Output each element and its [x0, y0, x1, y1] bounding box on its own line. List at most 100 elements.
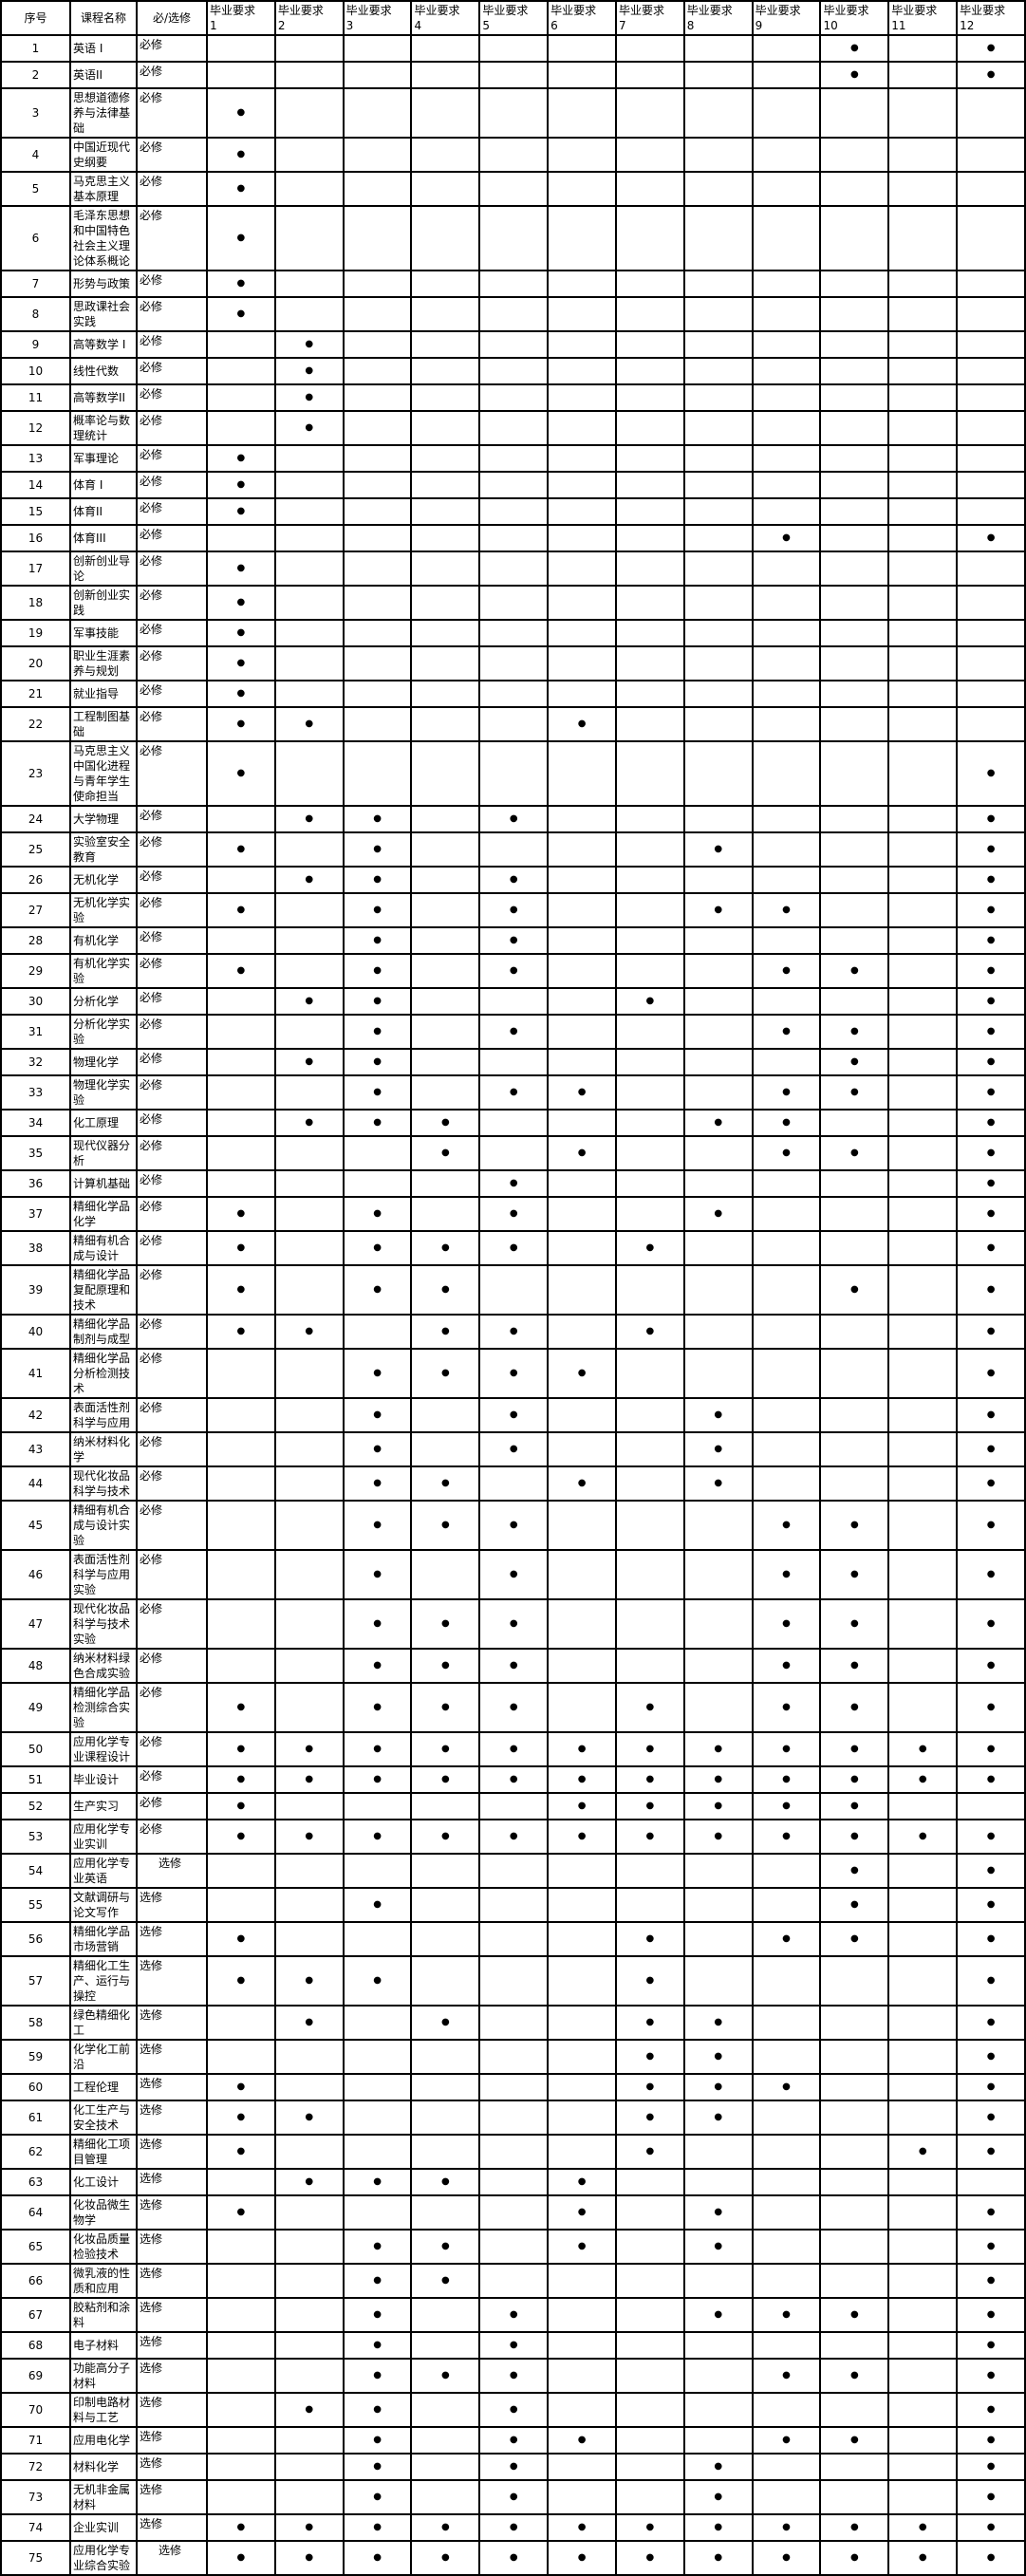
course-type-cell: 必修 — [136, 1598, 208, 1650]
requirement-cell: ● — [751, 1598, 822, 1650]
mapping-dot: ● — [986, 2435, 996, 2445]
requirement-cell: ● — [478, 1765, 550, 1794]
requirement-cell — [478, 680, 550, 708]
mapping-dot: ● — [645, 1744, 655, 1754]
course-type-cell: 选修 — [136, 2453, 208, 2481]
table-row: 3 思想道德修养与法律基础 必修 ● — [0, 87, 1026, 139]
table-row: 20 职业生涯素养与规划 必修 ● — [0, 645, 1026, 681]
mapping-dot: ● — [986, 1284, 996, 1295]
requirement-cell: ● — [751, 2358, 822, 2394]
requirement-cell — [342, 1135, 413, 1171]
course-name-cell: 化工生产与安全技术 — [69, 2100, 138, 2136]
requirement-cell — [682, 87, 754, 139]
requirement-cell — [819, 357, 890, 385]
requirement-cell: ● — [478, 2513, 550, 2542]
course-name-cell: 化工设计 — [69, 2168, 138, 2196]
requirement-cell: ● — [751, 2513, 822, 2542]
requirement-cell — [682, 926, 754, 955]
requirement-cell: ● — [547, 1074, 617, 1111]
course-type-cell: 选修 — [136, 2331, 208, 2360]
requirement-cell: ● — [342, 2358, 413, 2394]
requirement-cell — [547, 2134, 617, 2170]
requirement-cell — [614, 1598, 685, 1650]
requirement-cell — [751, 585, 822, 621]
mapping-dot: ● — [305, 2176, 314, 2187]
requirement-cell — [206, 34, 276, 63]
mapping-dot: ● — [645, 1831, 655, 1841]
mapping-dot: ● — [986, 1933, 996, 1944]
requirement-cell — [614, 1397, 685, 1433]
requirement-cell — [682, 1169, 754, 1198]
requirement-cell — [273, 61, 345, 89]
course-name-cell: 体育II — [69, 497, 138, 526]
mapping-dot: ● — [714, 2492, 723, 2502]
requirement-cell: ● — [206, 1765, 276, 1794]
course-type-cell: 选修 — [136, 2513, 208, 2542]
requirement-cell — [614, 270, 685, 298]
requirement-cell: ● — [342, 1955, 413, 2007]
requirement-cell: ● — [478, 1731, 550, 1767]
requirement-cell: ● — [410, 2358, 481, 2394]
requirement-cell: ● — [478, 2358, 550, 2394]
requirement-cell: ● — [956, 1549, 1026, 1600]
table-row: 49 精细化学品检测综合实验 必修 ● ● ● ● ● ● ● ● — [0, 1682, 1026, 1733]
course-name-cell: 有机化学实验 — [69, 953, 138, 989]
course-name-cell: 工程制图基础 — [69, 706, 138, 742]
course-name-cell: 创新创业实践 — [69, 585, 138, 621]
requirement-cell — [614, 87, 685, 139]
requirement-cell: ● — [342, 1549, 413, 1600]
requirement-cell — [887, 1074, 959, 1111]
requirement-cell: ● — [956, 953, 1026, 989]
requirement-cell: ● — [614, 1731, 685, 1767]
mapping-dot: ● — [782, 1117, 791, 1128]
requirement-cell: ● — [410, 1230, 481, 1266]
course-name-cell: 体育 I — [69, 471, 138, 499]
requirement-cell — [614, 2426, 685, 2455]
mapping-dot: ● — [986, 2146, 996, 2156]
requirement-cell: ● — [751, 953, 822, 989]
course-name-cell: 精细化学品检测综合实验 — [69, 1682, 138, 1733]
mapping-dot: ● — [986, 1242, 996, 1253]
requirement-cell — [273, 524, 345, 552]
table-row: 53 应用化学专业实训 必修 ● ● ● ● ● ● ● ● ● ● ● ● — [0, 1819, 1026, 1855]
requirement-cell — [819, 2134, 890, 2170]
mapping-dot: ● — [509, 935, 518, 945]
requirement-cell — [342, 2100, 413, 2136]
requirement-cell: ● — [682, 2479, 754, 2515]
requirement-cell: ● — [819, 1887, 890, 1923]
requirement-cell: ● — [956, 1731, 1026, 1767]
mapping-dot: ● — [850, 43, 859, 53]
mapping-dot: ● — [236, 278, 246, 289]
requirement-cell — [887, 2331, 959, 2360]
requirement-cell: ● — [273, 2392, 345, 2428]
requirement-cell — [956, 497, 1026, 526]
requirement-cell — [478, 831, 550, 868]
requirement-cell — [410, 497, 481, 526]
mapping-dot: ● — [782, 965, 791, 976]
mapping-dot: ● — [441, 1148, 450, 1158]
requirement-cell — [273, 1682, 345, 1733]
requirement-cell: ● — [614, 987, 685, 1016]
mapping-dot: ● — [305, 996, 314, 1006]
requirement-cell: ● — [273, 1819, 345, 1855]
requirement-cell — [547, 619, 617, 647]
mapping-dot: ● — [645, 2522, 655, 2532]
requirement-cell: ● — [956, 1074, 1026, 1111]
requirement-cell — [956, 330, 1026, 359]
requirement-cell: ● — [614, 2134, 685, 2170]
mapping-dot: ● — [714, 2522, 723, 2532]
requirement-cell: ● — [410, 1682, 481, 1733]
requirement-cell — [614, 585, 685, 621]
requirement-cell — [682, 205, 754, 271]
requirement-cell — [614, 866, 685, 894]
mapping-dot: ● — [645, 1242, 655, 1253]
requirement-cell: ● — [206, 137, 276, 173]
requirement-cell — [547, 1887, 617, 1923]
requirement-cell — [956, 410, 1026, 446]
requirement-cell: ● — [751, 1074, 822, 1111]
mapping-dot: ● — [645, 2552, 655, 2563]
mapping-dot: ● — [373, 2176, 382, 2187]
requirement-cell: ● — [342, 1765, 413, 1794]
mapping-dot: ● — [305, 2404, 314, 2415]
requirement-cell — [751, 357, 822, 385]
